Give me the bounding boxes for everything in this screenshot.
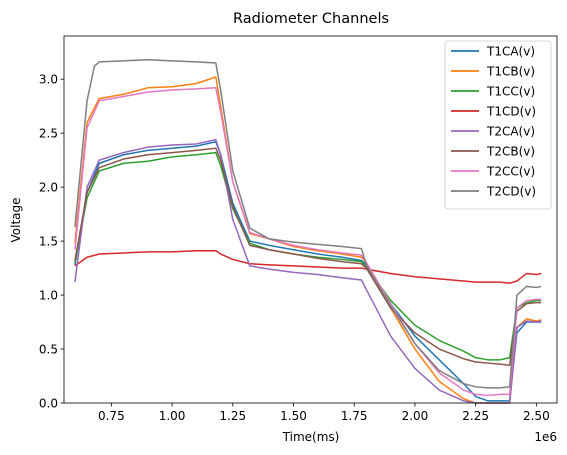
legend-label: T1CA(v) bbox=[486, 45, 535, 59]
axes-layer: 0.75 1.00 1.25 1.50 1.75 2.00 2.25 2.50 0.0 0.5 1.… bbox=[39, 73, 550, 423]
series-line-t2cd-v bbox=[74, 59, 542, 389]
series-line-t1cc-v bbox=[74, 151, 542, 361]
series-line-t2cb-v bbox=[74, 147, 542, 366]
legend: T1CA(v) T1CB(v) T1CC(v) T1CD(v) T2CA(v) T2CB(… bbox=[444, 40, 552, 210]
y-tick-label: 2.5 bbox=[39, 127, 58, 141]
plot-frame bbox=[63, 35, 558, 404]
x-tick-label: 0.75 bbox=[98, 409, 125, 423]
y-axis-label: Voltage bbox=[9, 197, 23, 242]
x-tick-label: 1.75 bbox=[341, 409, 368, 423]
x-axis-label: Time(ms) bbox=[282, 430, 340, 444]
x-tick-label: 1.00 bbox=[159, 409, 186, 423]
series-line-t1cd-v bbox=[74, 250, 542, 284]
x-tick-label: 2.00 bbox=[402, 409, 429, 423]
series-layer bbox=[74, 59, 542, 404]
y-tick-label: 0.5 bbox=[39, 343, 58, 357]
chart-title: Radiometer Channels bbox=[233, 11, 389, 27]
x-tick-label: 1.25 bbox=[219, 409, 246, 423]
legend-box bbox=[444, 40, 552, 210]
legend-label: T1CD(v) bbox=[486, 105, 536, 119]
series-line-t1ca-v bbox=[74, 141, 542, 402]
y-tick-label: 1.0 bbox=[39, 289, 58, 303]
legend-label: T1CB(v) bbox=[486, 65, 535, 79]
x-axis-offset-label: 1e6 bbox=[534, 430, 557, 444]
legend-label: T2CD(v) bbox=[486, 185, 536, 199]
legend-label: T2CC(v) bbox=[486, 165, 535, 179]
legend-label: T2CA(v) bbox=[486, 125, 535, 139]
series-line-t2cc-v bbox=[74, 87, 542, 397]
y-tick-label: 1.5 bbox=[39, 235, 58, 249]
legend-label: T1CC(v) bbox=[486, 85, 535, 99]
x-tick-label: 2.50 bbox=[523, 409, 550, 423]
legend-label: T2CB(v) bbox=[486, 145, 535, 159]
y-tick-label: 0.0 bbox=[39, 397, 58, 411]
y-tick-label: 2.0 bbox=[39, 181, 58, 195]
y-tick-label: 3.0 bbox=[39, 73, 58, 87]
x-tick-label: 2.25 bbox=[462, 409, 489, 423]
x-tick-label: 1.50 bbox=[280, 409, 307, 423]
